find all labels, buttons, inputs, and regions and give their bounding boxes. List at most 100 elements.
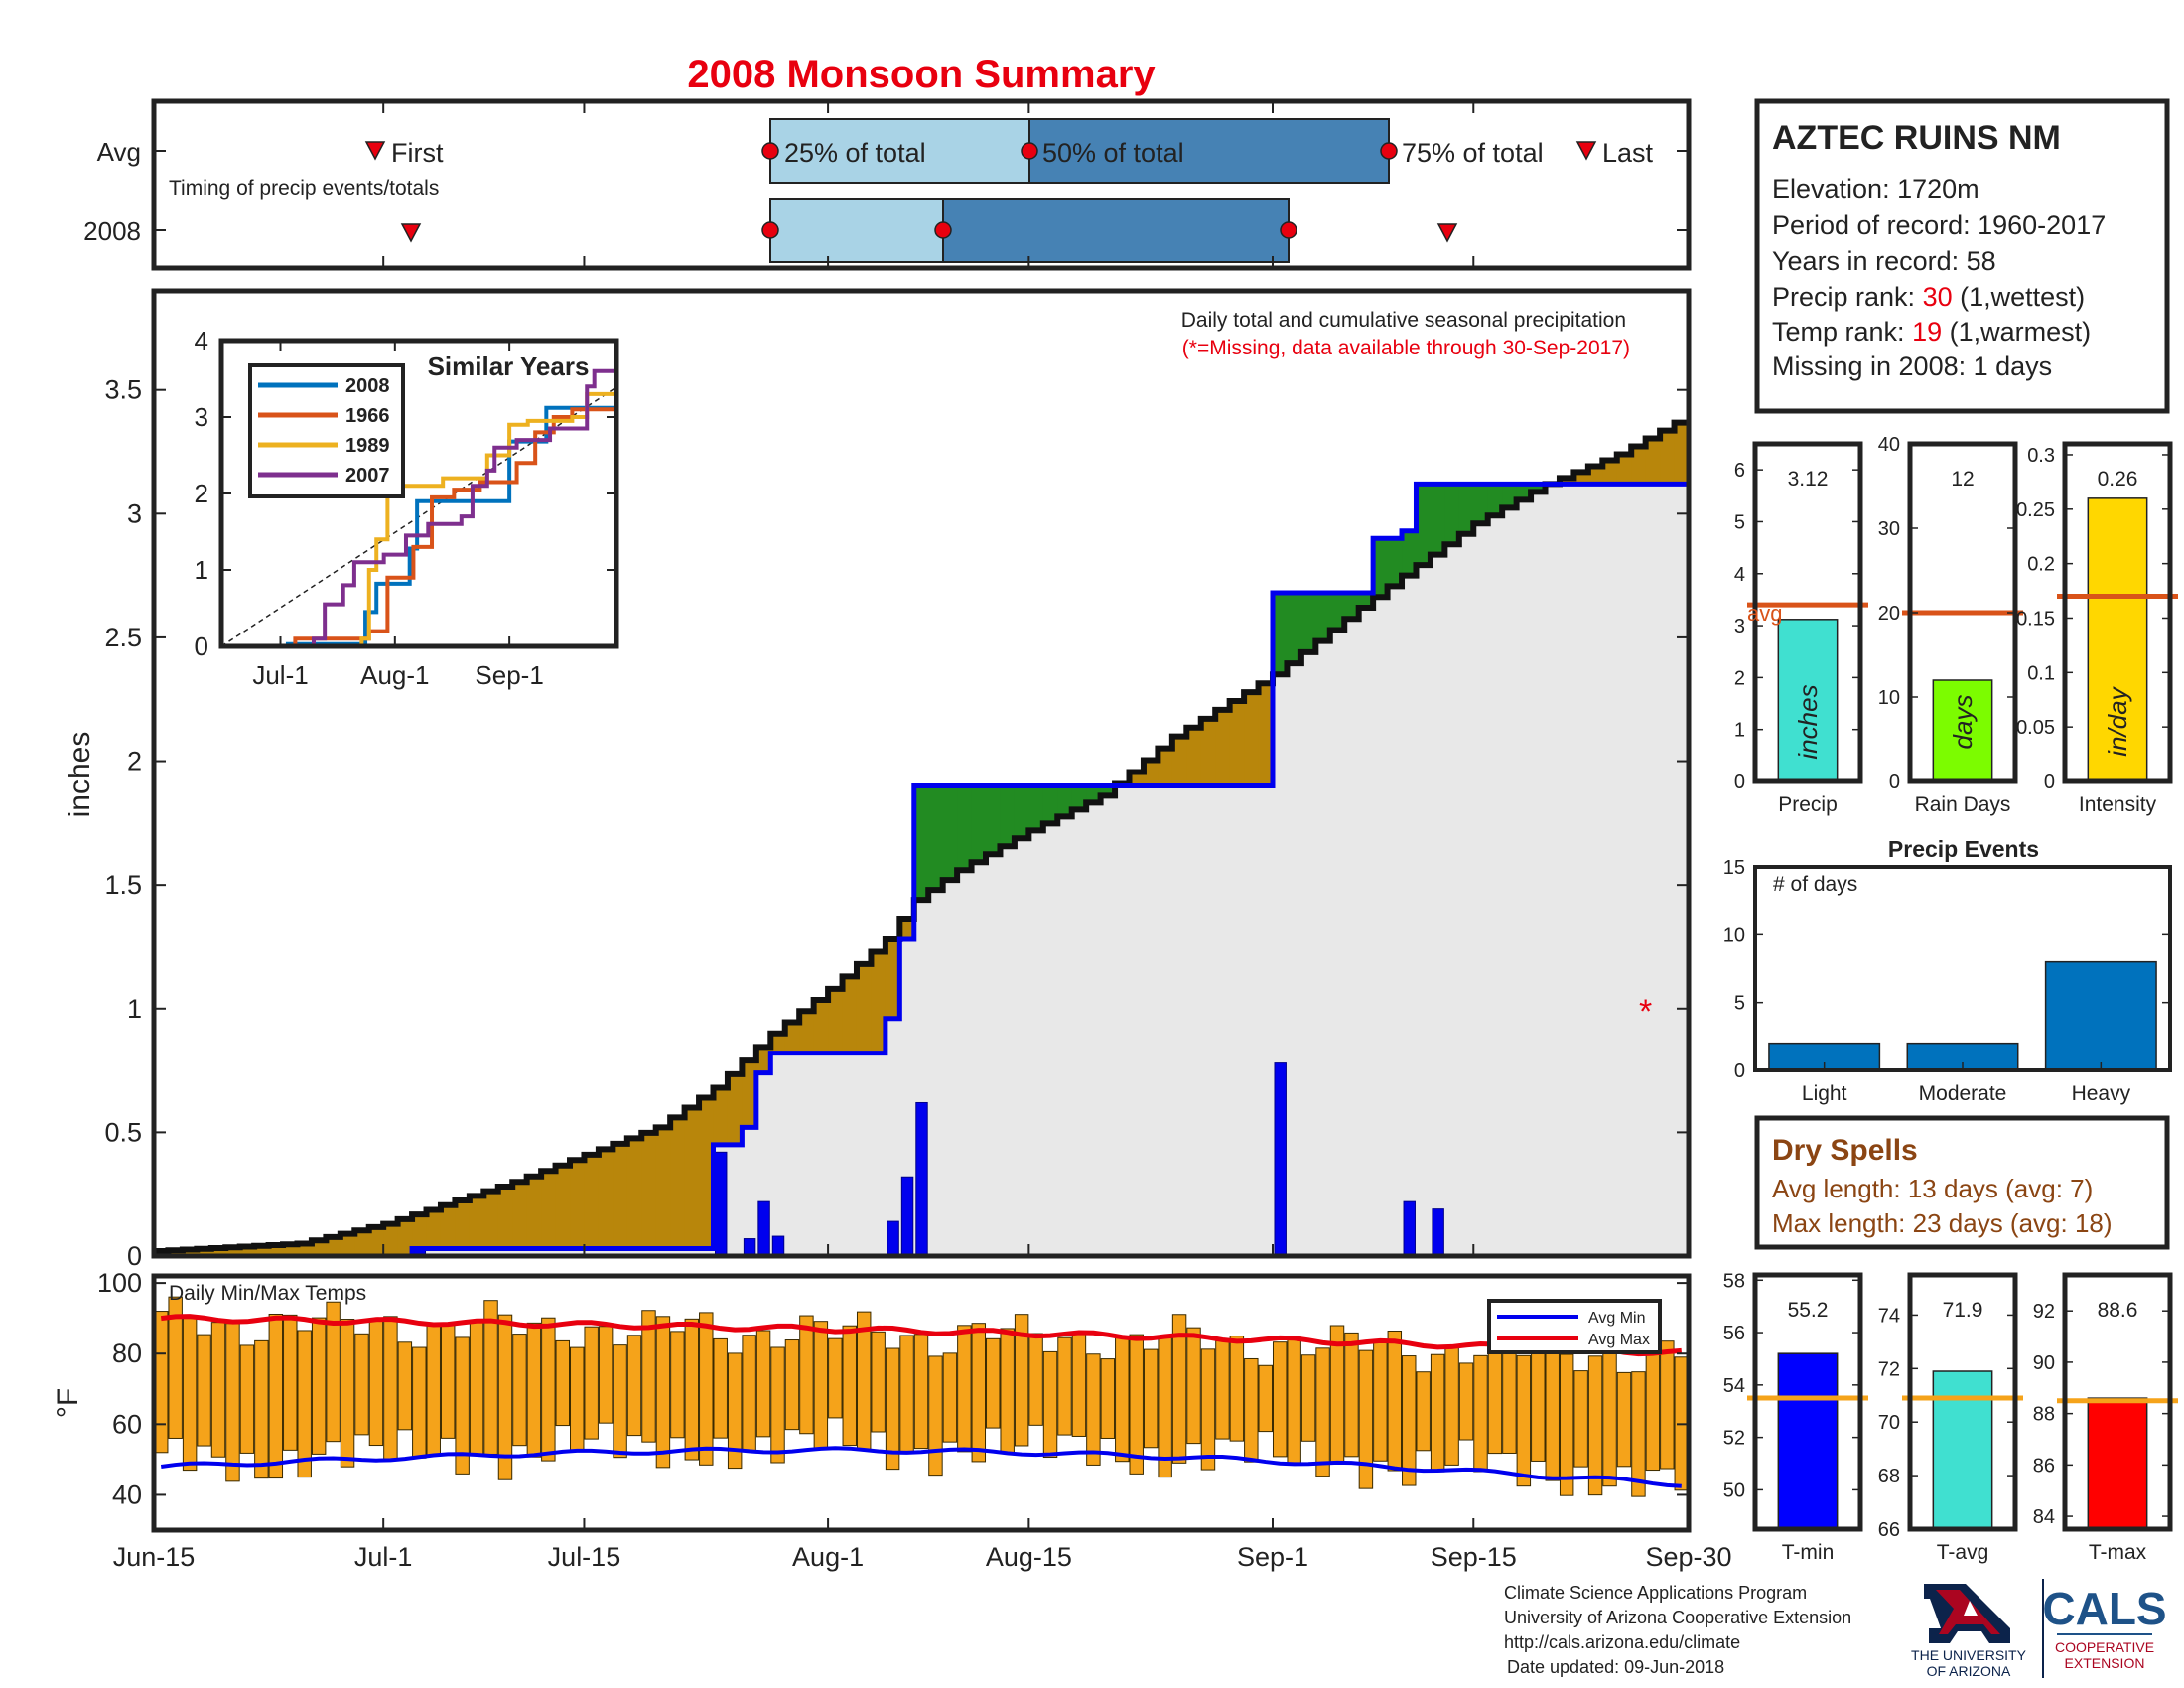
inset-y-tick-label: 3 xyxy=(195,402,208,432)
daily-temp-bar xyxy=(311,1317,327,1455)
daily-temp-bar xyxy=(254,1339,269,1479)
mini-panel-rain-days: 0 10 20 30 40 12 Rain Days days xyxy=(1878,434,2023,816)
deficit-fill xyxy=(1200,718,1216,786)
cumulative-base-fill xyxy=(1373,597,1389,1256)
mini-y-tick-label: 92 xyxy=(2033,1301,2055,1323)
surplus-fill xyxy=(913,785,929,901)
mini-panel-label: Intensity xyxy=(2079,793,2157,816)
cumulative-base-fill xyxy=(799,1053,815,1256)
cumulative-base-fill xyxy=(1559,484,1575,1256)
mini-panel-label: T-avg xyxy=(1937,1541,1989,1564)
dry-spells-box: Dry Spells Avg length: 13 days (avg: 7) … xyxy=(1754,1115,2170,1250)
deficit-fill xyxy=(842,976,858,1054)
surplus-fill xyxy=(1516,484,1532,500)
mini-panel-unit: inches xyxy=(1793,684,1823,759)
temp-y-tick-label: 40 xyxy=(112,1479,142,1509)
cumulative-base-fill xyxy=(986,854,1002,1256)
surplus-fill xyxy=(986,785,1002,855)
daily-temp-bar xyxy=(799,1315,814,1435)
x-tick-label: Jul-15 xyxy=(548,1542,621,1572)
deficit-fill xyxy=(584,1154,600,1249)
deficit-fill xyxy=(1645,438,1661,485)
deficit-fill xyxy=(1143,760,1160,786)
mini-y-tick-label: 88 xyxy=(2033,1404,2055,1426)
station-precip-rank: Precip rank: 30 (1,wettest) xyxy=(1772,282,2085,312)
inset-legend-label: 1966 xyxy=(345,405,390,427)
mini-y-tick-label: 86 xyxy=(2033,1455,2055,1477)
surplus-fill xyxy=(1487,484,1503,516)
deficit-fill xyxy=(340,1233,355,1256)
daily-precip-bar xyxy=(714,1151,728,1257)
daily-temp-bar xyxy=(626,1335,642,1437)
daily-temp-bar xyxy=(713,1337,728,1439)
daily-temp-bar xyxy=(1287,1336,1301,1465)
cumulative-base-fill xyxy=(641,1248,657,1256)
deficit-fill xyxy=(899,919,915,939)
deficit-fill xyxy=(856,963,873,1054)
surplus-fill xyxy=(1373,538,1389,598)
temp-chart-label: Daily Min/Max Temps xyxy=(169,1282,366,1305)
mini-y-tick-label: 3 xyxy=(1734,616,1745,637)
cumulative-base-fill xyxy=(426,1248,442,1256)
dry-spells-max: Max length: 23 days (avg: 18) xyxy=(1772,1208,2113,1238)
events-bar-heavy xyxy=(2044,960,2157,1071)
y-tick-label: 0.5 xyxy=(104,1117,142,1147)
daily-temp-bar xyxy=(1229,1336,1245,1442)
mini-y-tick-label: 40 xyxy=(1878,434,1900,456)
cumulative-base-fill xyxy=(1645,484,1661,1256)
mini-y-tick-label: 90 xyxy=(2033,1352,2055,1374)
mini-y-tick-label: 72 xyxy=(1878,1358,1900,1380)
cumulative-base-fill xyxy=(455,1248,471,1256)
mini-y-tick-label: 70 xyxy=(1878,1412,1900,1434)
daily-temp-bar xyxy=(326,1301,341,1443)
precip-rank-value: 30 xyxy=(1923,282,1953,312)
daily-temp-bar xyxy=(1631,1371,1646,1497)
temp-y-axis: 40 60 80 100 xyxy=(97,1268,1689,1509)
cumulative-base-fill xyxy=(1502,507,1518,1256)
timing-caption: Timing of precip events/totals xyxy=(169,177,439,200)
footer-line-4: Date updated: 09-Jun-2018 xyxy=(1507,1657,1724,1677)
daily-temp-bar xyxy=(1602,1350,1617,1487)
surplus-fill xyxy=(1329,593,1345,631)
temp-legend: Avg Min Avg Max xyxy=(1487,1299,1662,1354)
cumulative-base-fill xyxy=(1631,484,1647,1256)
avg-first-marker xyxy=(364,141,386,161)
mini-panel-bar xyxy=(1777,1352,1839,1530)
footer-line-2: University of Arizona Cooperative Extens… xyxy=(1504,1608,1851,1627)
deficit-fill xyxy=(699,1097,715,1249)
surplus-fill xyxy=(1344,593,1360,620)
cumulative-base-fill xyxy=(1545,484,1561,1256)
mini-panel-frame xyxy=(2062,1272,2173,1532)
events-category-label: Moderate xyxy=(1919,1082,2007,1105)
cumulative-base-fill xyxy=(727,1144,743,1256)
deficit-fill xyxy=(440,1204,457,1249)
cumulative-base-fill xyxy=(1387,586,1403,1256)
cumulative-base-fill xyxy=(541,1248,557,1256)
mini-panel-t-avg: 66 68 70 72 74 71.9 T-avg xyxy=(1878,1272,2023,1564)
deficit-fill xyxy=(1158,748,1173,786)
ua-line-1: THE UNIVERSITY xyxy=(1911,1647,2027,1663)
mini-y-tick-label: 74 xyxy=(1878,1305,1900,1327)
deficit-fill xyxy=(755,1047,771,1073)
deficit-fill xyxy=(1674,422,1690,485)
inset-y-tick-label: 0 xyxy=(195,632,208,661)
daily-temp-bar xyxy=(913,1334,929,1450)
daily-temp-bar xyxy=(1531,1346,1546,1462)
deficit-fill xyxy=(1171,736,1187,786)
cumulative-base-fill xyxy=(784,1053,800,1256)
average-cumulative-line xyxy=(154,419,1689,1255)
deficit-fill xyxy=(283,1244,299,1256)
daily-precip-bar xyxy=(757,1200,770,1257)
mini-y-tick-label: 0 xyxy=(1889,772,1900,793)
mini-y-tick-label: 5 xyxy=(1734,511,1745,533)
cumulative-base-fill xyxy=(1057,816,1073,1256)
cumulative-base-fill xyxy=(1616,484,1632,1256)
daily-temp-bar xyxy=(928,1355,943,1477)
cumulative-base-fill xyxy=(1115,785,1131,1256)
surplus-fill xyxy=(971,785,987,863)
surplus-fill xyxy=(1300,593,1316,652)
y-tick-label: 1 xyxy=(127,994,142,1024)
cumulative-base-fill xyxy=(1660,484,1676,1256)
